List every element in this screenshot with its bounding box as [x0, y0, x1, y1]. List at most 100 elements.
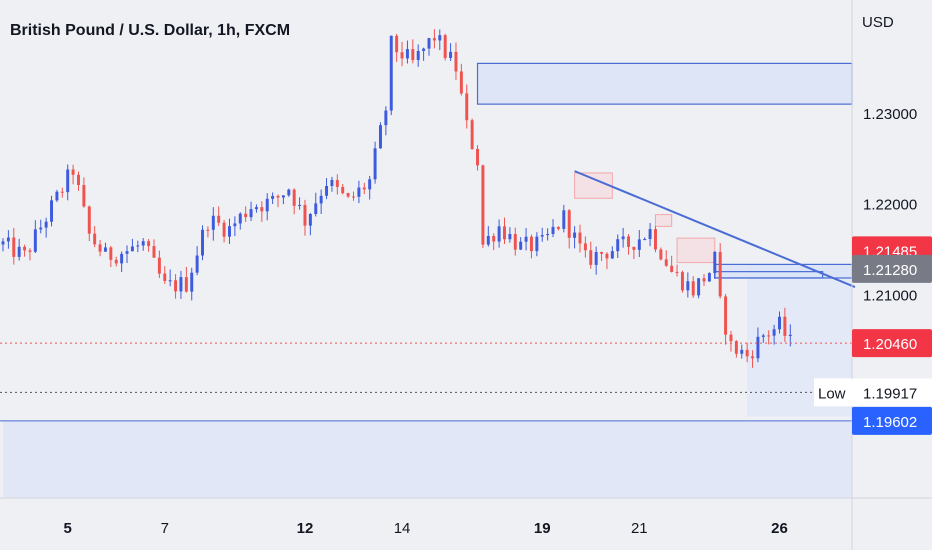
candle-body[interactable] — [136, 245, 140, 247]
candle-body[interactable] — [211, 215, 215, 230]
candle-body[interactable] — [93, 233, 97, 245]
candle-body[interactable] — [594, 252, 598, 265]
candle-body[interactable] — [384, 110, 388, 126]
zone-rect-supply[interactable] — [676, 237, 716, 264]
candle-body[interactable] — [373, 148, 377, 180]
candle-body[interactable] — [120, 253, 124, 264]
candle-body[interactable] — [459, 71, 463, 94]
candle-body[interactable] — [174, 280, 178, 292]
candle-body[interactable] — [718, 251, 722, 297]
candle-body[interactable] — [551, 226, 555, 234]
candle-body[interactable] — [632, 246, 636, 250]
candle-body[interactable] — [761, 335, 765, 337]
candle-body[interactable] — [163, 273, 167, 281]
candle-body[interactable] — [130, 246, 134, 252]
candle-body[interactable] — [368, 179, 372, 190]
zone-rect-supply[interactable] — [574, 172, 613, 199]
candle-body[interactable] — [556, 226, 560, 229]
candle-body[interactable] — [573, 232, 577, 238]
candle-body[interactable] — [206, 229, 210, 231]
candle-body[interactable] — [756, 336, 760, 359]
candle-body[interactable] — [125, 251, 129, 254]
candle-body[interactable] — [292, 189, 296, 206]
candle-body[interactable] — [783, 316, 787, 336]
candle-body[interactable] — [713, 251, 717, 274]
candle-body[interactable] — [589, 250, 593, 265]
candle-body[interactable] — [427, 38, 431, 49]
candle-body[interactable] — [535, 236, 539, 252]
trendline[interactable] — [574, 170, 856, 288]
candle-body[interactable] — [411, 49, 415, 61]
candle-body[interactable] — [6, 237, 10, 242]
candle-body[interactable] — [788, 334, 792, 336]
candle-body[interactable] — [254, 207, 258, 210]
candle-body[interactable] — [195, 255, 199, 273]
candle-body[interactable] — [82, 184, 86, 207]
candle-body[interactable] — [438, 35, 442, 41]
candle-body[interactable] — [179, 277, 183, 292]
candle-body[interactable] — [680, 272, 684, 291]
candle-body[interactable] — [12, 237, 16, 257]
candle-body[interactable] — [529, 236, 533, 252]
candle-body[interactable] — [389, 35, 393, 111]
candle-body[interactable] — [330, 179, 334, 187]
candle-body[interactable] — [443, 35, 447, 59]
candle-body[interactable] — [109, 247, 113, 260]
candle-body[interactable] — [540, 235, 544, 237]
candle-body[interactable] — [378, 125, 382, 149]
candle-body[interactable] — [492, 235, 496, 242]
candle-body[interactable] — [778, 316, 781, 330]
candle-body[interactable] — [616, 239, 620, 252]
candle-body[interactable] — [422, 48, 426, 51]
candle-body[interactable] — [308, 214, 312, 226]
candle-body[interactable] — [691, 281, 695, 296]
candle-body[interactable] — [141, 241, 145, 246]
candle-body[interactable] — [724, 296, 728, 335]
candle-body[interactable] — [157, 257, 161, 274]
candle-body[interactable] — [303, 204, 307, 226]
candle-body[interactable] — [1, 241, 5, 245]
candle-body[interactable] — [319, 195, 323, 204]
candle-body[interactable] — [729, 334, 733, 342]
zone-rect-zone-bottom[interactable] — [3, 421, 852, 498]
candle-body[interactable] — [60, 191, 64, 193]
candle-body[interactable] — [524, 236, 528, 242]
candle-body[interactable] — [627, 236, 631, 247]
candle-body[interactable] — [152, 246, 156, 258]
candle-body[interactable] — [659, 249, 663, 260]
candle-body[interactable] — [508, 233, 512, 240]
candle-body[interactable] — [184, 277, 188, 292]
candle-body[interactable] — [66, 169, 70, 193]
candle-body[interactable] — [28, 250, 32, 252]
candle-body[interactable] — [298, 204, 302, 206]
candle-body[interactable] — [217, 215, 221, 223]
candle-body[interactable] — [260, 207, 264, 212]
candle-body[interactable] — [745, 349, 749, 357]
candle-body[interactable] — [352, 196, 355, 198]
candle-body[interactable] — [98, 244, 102, 252]
candle-body[interactable] — [233, 223, 237, 227]
candle-body[interactable] — [44, 221, 48, 228]
candle-body[interactable] — [395, 35, 399, 53]
candle-body[interactable] — [772, 329, 776, 336]
candle-body[interactable] — [405, 49, 409, 59]
candle-body[interactable] — [610, 251, 614, 259]
candle-body[interactable] — [454, 51, 458, 72]
candle-body[interactable] — [605, 253, 609, 259]
candle-body[interactable] — [583, 243, 587, 251]
candle-body[interactable] — [400, 52, 404, 59]
candle-body[interactable] — [33, 229, 37, 252]
candle-body[interactable] — [39, 227, 43, 230]
candle-body[interactable] — [653, 229, 657, 250]
candle-body[interactable] — [244, 213, 248, 218]
candle-body[interactable] — [281, 195, 285, 198]
candle-body[interactable] — [702, 278, 706, 282]
candle-body[interactable] — [190, 272, 194, 292]
candle-body[interactable] — [287, 189, 291, 196]
candle-body[interactable] — [362, 187, 366, 190]
candle-body[interactable] — [497, 226, 501, 242]
candle-body[interactable] — [697, 278, 701, 296]
candle-body[interactable] — [265, 198, 269, 212]
candle-body[interactable] — [87, 206, 91, 234]
